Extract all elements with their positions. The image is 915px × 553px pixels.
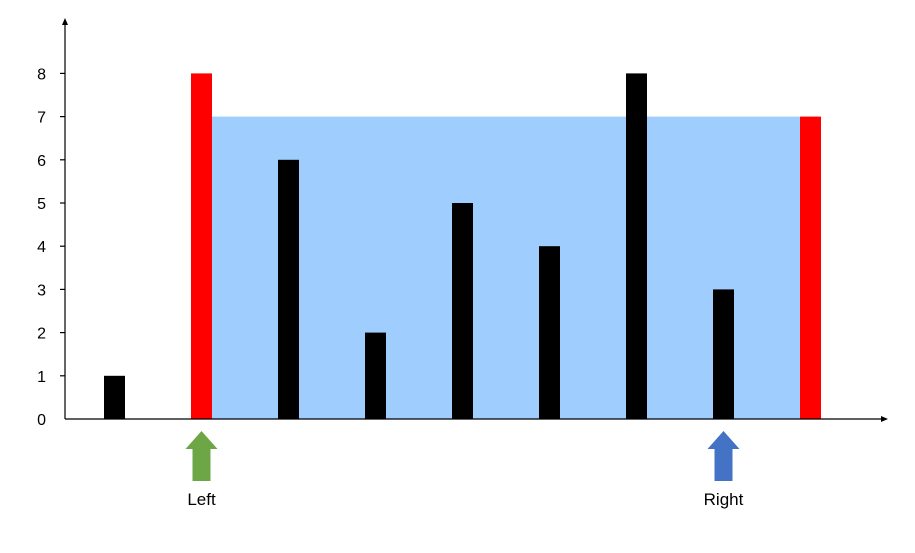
bar (365, 332, 386, 419)
y-tick-label: 6 (37, 153, 46, 170)
y-tick-label: 1 (37, 369, 46, 386)
water-area (212, 116, 800, 419)
bar (278, 159, 299, 420)
bar-highlighted (191, 73, 212, 420)
y-tick-label: 3 (37, 282, 46, 299)
bar (539, 246, 560, 419)
y-tick-label: 0 (37, 412, 46, 429)
x-axis-arrowhead (881, 416, 888, 422)
y-tick-label: 4 (37, 239, 46, 256)
y-tick-label: 7 (37, 110, 46, 127)
pointers-layer: Left Right (185, 431, 744, 509)
pointer-label-left: Left (187, 490, 216, 509)
bar (104, 375, 125, 419)
bar (626, 73, 647, 420)
y-tick-label: 8 (37, 66, 46, 83)
arrow-up-icon (707, 431, 740, 481)
bars-layer (104, 73, 821, 420)
axes-layer (62, 18, 888, 422)
pointer-label-right: Right (704, 490, 744, 509)
bar (713, 289, 734, 419)
bar-highlighted (800, 116, 821, 419)
arrow-up-icon (185, 431, 218, 481)
y-tick-labels: 0 1 2 3 4 5 6 7 8 (37, 66, 65, 429)
y-tick-label: 2 (37, 326, 46, 343)
bar (452, 203, 473, 419)
water-area-layer (212, 116, 800, 419)
y-tick-label: 5 (37, 196, 46, 213)
y-axis-arrowhead (62, 18, 68, 25)
